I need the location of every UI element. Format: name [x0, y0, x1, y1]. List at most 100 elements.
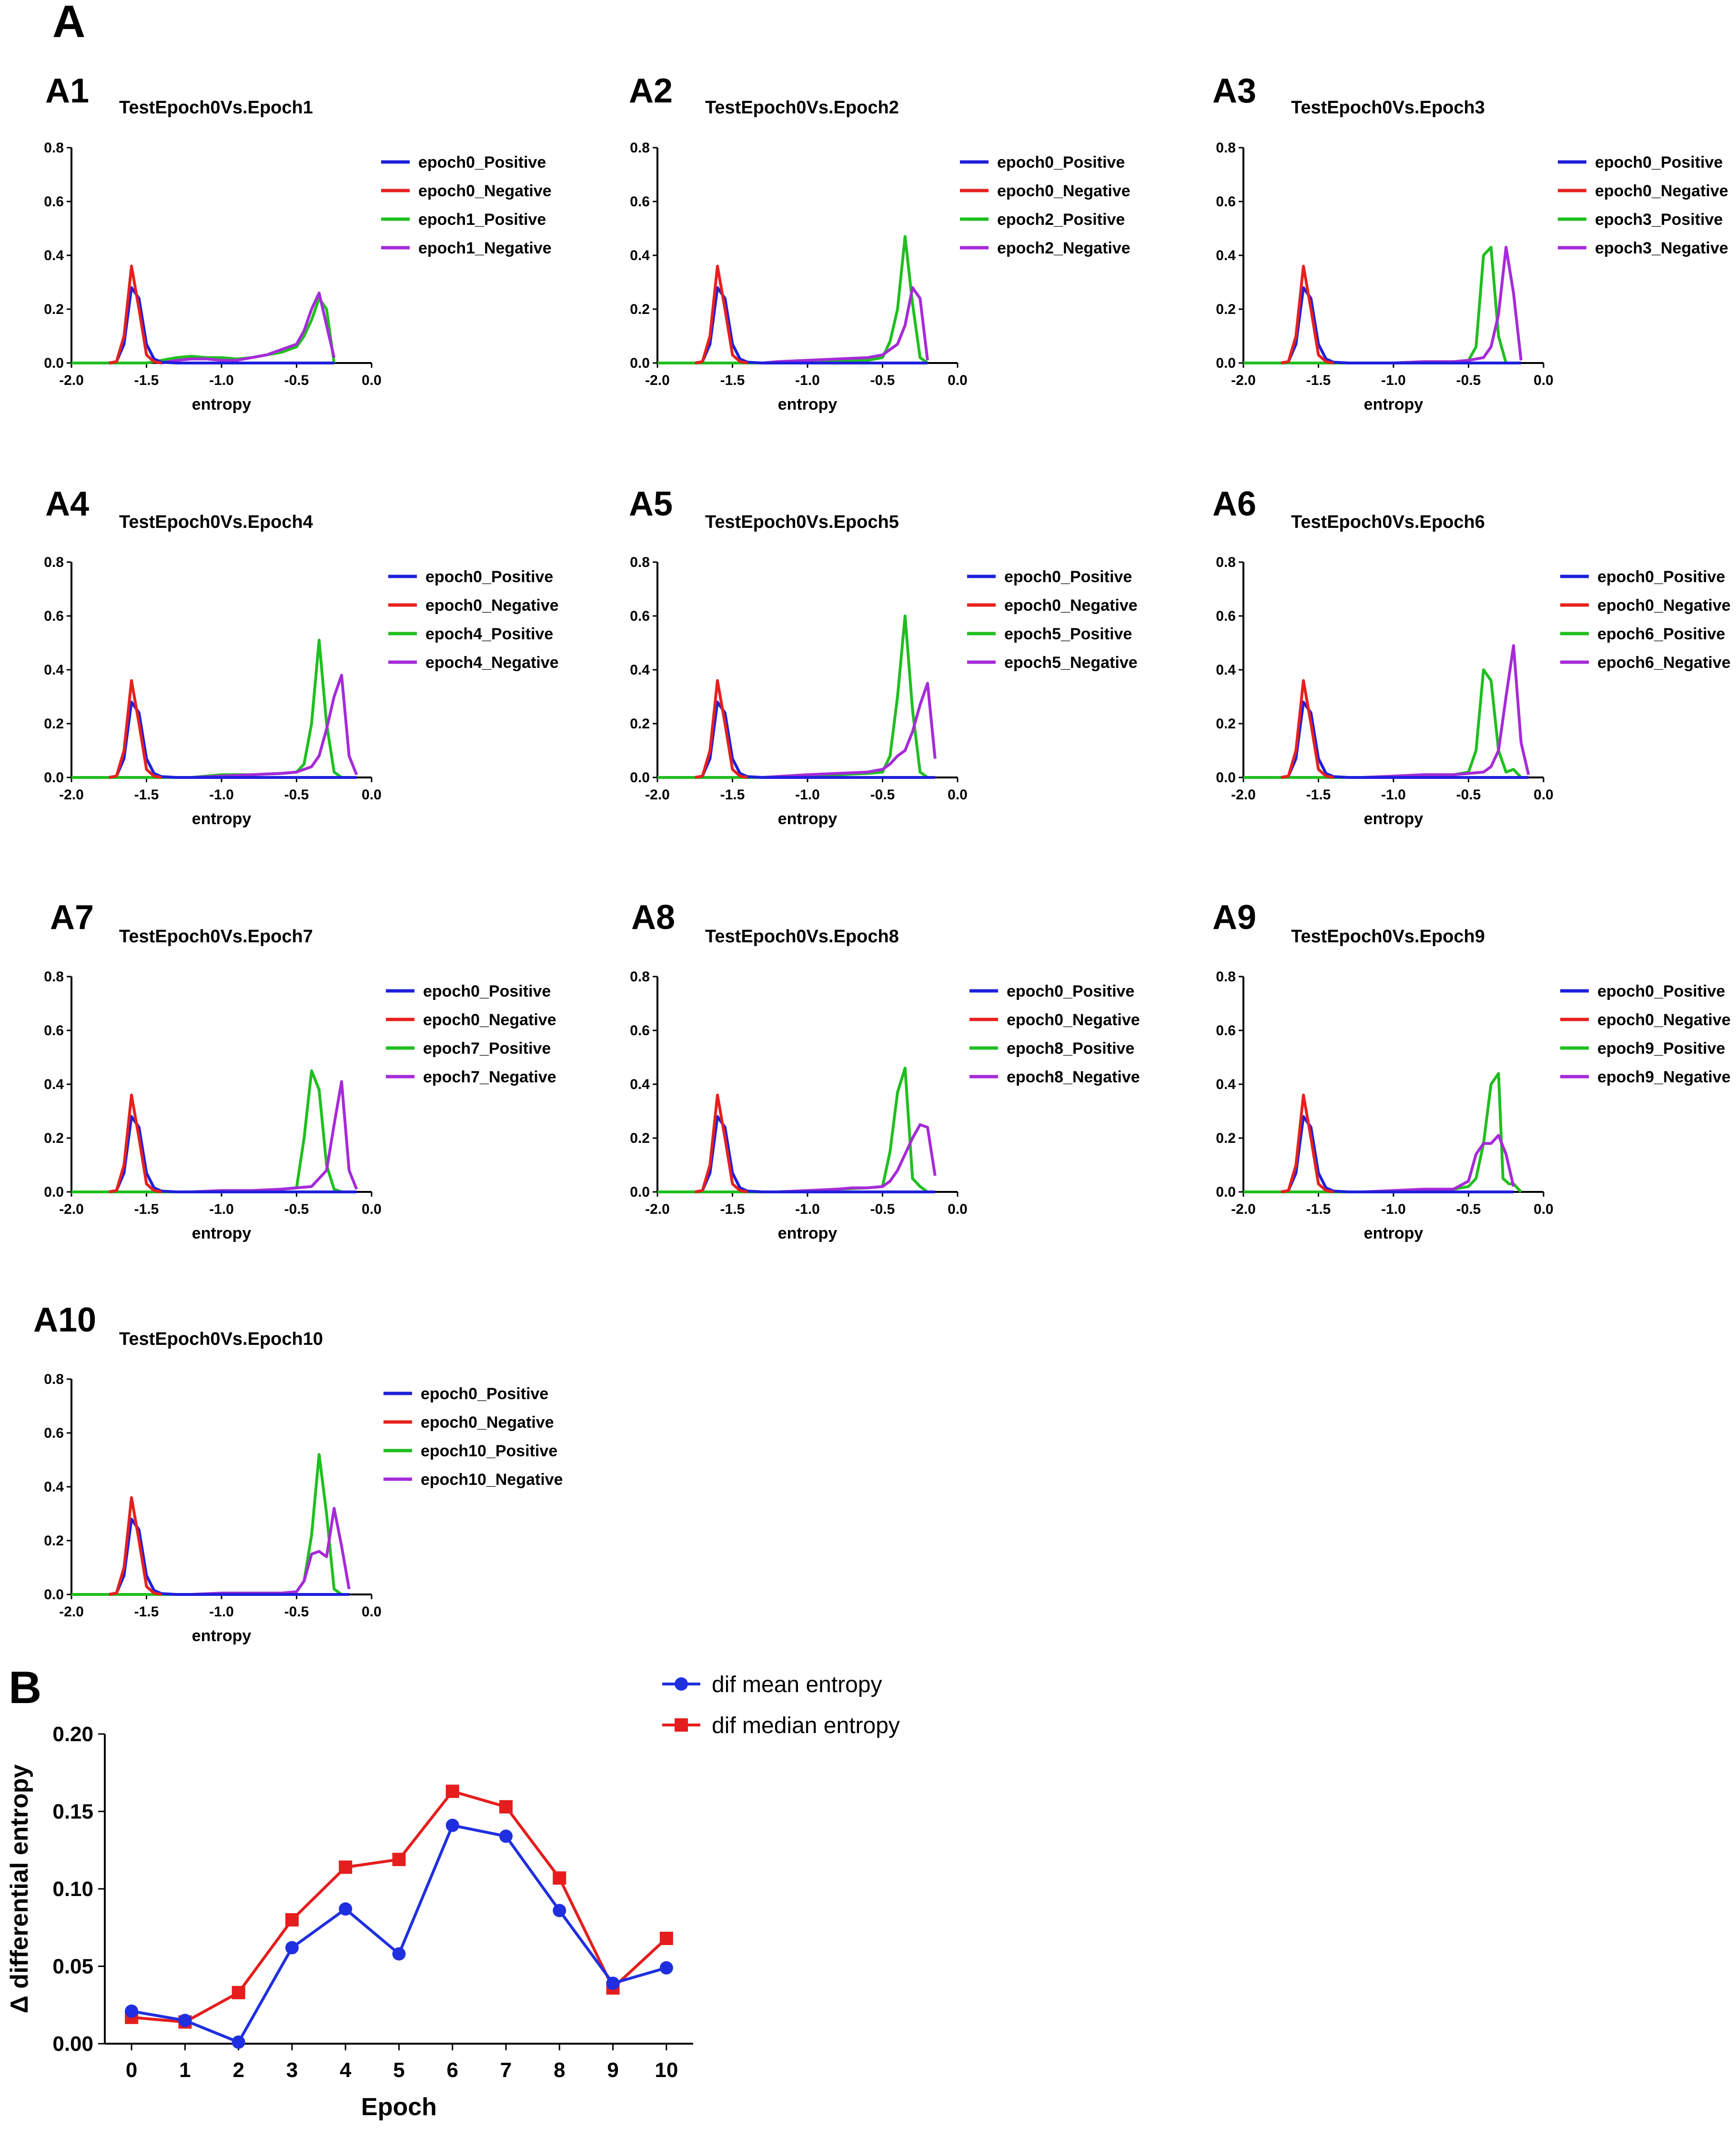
series-line-epoch3-positive: [1243, 246, 1508, 364]
y-tick-label: 0.8: [1216, 140, 1236, 156]
legend-label: epoch0_Negative: [418, 182, 552, 200]
series-line-epoch8-negative: [777, 1123, 937, 1193]
chart-a7: A7 TestEpoch0Vs.Epoch7 0.0 0.2 0.4 0.6 0.8 -2.0…: [44, 898, 556, 1242]
y-tick-label: 0.0: [1216, 355, 1236, 371]
series-line-epoch9-positive: [1243, 1072, 1522, 1193]
panel-letter-a3: A3: [1212, 72, 1256, 110]
chart-a5: A5 TestEpoch0Vs.Epoch5 0.0 0.2 0.4 0.6 0.8 -2.0…: [629, 485, 1138, 828]
legend-label: epoch0_Positive: [1007, 982, 1134, 1000]
chart-title: TestEpoch0Vs.Epoch4: [119, 512, 313, 532]
x-tick-label: -0.5: [284, 1604, 309, 1620]
x-tick-label: -1.0: [209, 1604, 234, 1620]
chart-a8: A8 TestEpoch0Vs.Epoch8 0.0 0.2 0.4 0.6 0.8 -2.0…: [630, 898, 1140, 1242]
x-tick-label: 0.0: [362, 787, 382, 803]
legend-label: epoch0_Positive: [423, 982, 551, 1000]
x-tick-label: 0.0: [362, 1201, 382, 1217]
legend-label: epoch5_Negative: [1004, 654, 1138, 672]
y-tick-label: 0.05: [52, 1955, 93, 1978]
data-point-mean: [392, 1947, 406, 1961]
legend-label: epoch4_Positive: [425, 625, 553, 643]
y-tick-label: 0.0: [630, 1184, 650, 1200]
panel-letter-a4: A4: [45, 485, 89, 523]
x-tick-label: -0.5: [870, 373, 895, 388]
x-tick-label: -1.0: [1381, 373, 1406, 388]
x-tick-label: -1.5: [1306, 1201, 1331, 1217]
y-tick-label: 0.15: [52, 1800, 93, 1824]
y-tick-label: 0.2: [630, 716, 650, 732]
legend-label: epoch3_Positive: [1595, 211, 1723, 229]
panel-letter-a2: A2: [629, 72, 673, 110]
series-line-epoch0-negative: [109, 1496, 162, 1596]
x-tick-label: 0.0: [1534, 1201, 1554, 1217]
x-tick-label: -1.5: [1306, 787, 1331, 803]
chart-title: TestEpoch0Vs.Epoch1: [119, 98, 313, 118]
y-tick-label: 0.6: [44, 1425, 64, 1441]
x-tick-label: -2.0: [59, 1604, 84, 1620]
legend-label: epoch0_Negative: [423, 1011, 556, 1029]
legend-label: epoch8_Negative: [1007, 1068, 1140, 1086]
x-tick-label: -0.5: [284, 1201, 309, 1217]
legend-label: epoch10_Negative: [421, 1471, 563, 1489]
y-tick-label: 0.10: [52, 1877, 93, 1901]
data-point-median: [553, 1871, 566, 1885]
series-line-epoch5-negative: [762, 682, 937, 779]
x-tick-label: -2.0: [1231, 787, 1256, 803]
x-tick-label: -2.0: [59, 787, 84, 803]
x-tick-label: 7: [500, 2058, 512, 2082]
legend-label: epoch0_Positive: [418, 153, 546, 171]
legend-label: epoch0_Positive: [1597, 568, 1725, 586]
y-tick-label: 0.6: [630, 194, 650, 210]
x-tick-label: 6: [447, 2058, 458, 2082]
series-line-epoch0-negative: [695, 1093, 748, 1193]
legend-label: epoch2_Negative: [997, 239, 1130, 257]
y-tick-label: 0.8: [44, 1372, 64, 1387]
y-tick-label: 0.6: [630, 608, 650, 624]
x-tick-label: -2.0: [1231, 1201, 1256, 1217]
series-line-epoch0-negative: [1281, 1093, 1334, 1193]
legend-label: dif mean entropy: [712, 1672, 882, 1697]
panel-letter-a8: A8: [631, 898, 675, 937]
legend-label: epoch0_Negative: [997, 182, 1130, 200]
y-tick-label: 0.2: [44, 716, 64, 732]
data-point-mean: [232, 2035, 245, 2049]
y-tick-label: 0.2: [1216, 302, 1236, 317]
y-tick-label: 0.6: [1216, 608, 1236, 624]
y-tick-label: 0.8: [1216, 969, 1236, 985]
x-axis-title: entropy: [778, 395, 838, 413]
legend-label: epoch0_Positive: [425, 568, 553, 586]
y-tick-label: 0.00: [52, 2032, 93, 2056]
y-tick-label: 0.6: [44, 1023, 64, 1039]
legend-label: epoch0_Negative: [1597, 1011, 1731, 1029]
series-line-epoch0-negative: [109, 264, 162, 364]
x-tick-label: -1.0: [795, 373, 820, 388]
series-line-epoch6-positive: [1243, 668, 1522, 779]
legend-label: epoch0_Positive: [421, 1385, 548, 1403]
series-line-epoch0-negative: [695, 679, 748, 779]
x-tick-label: 0.0: [948, 787, 968, 803]
legend-label: epoch0_Positive: [1004, 568, 1132, 586]
y-tick-label: 0.4: [44, 1077, 64, 1092]
legend-label: epoch0_Negative: [421, 1413, 554, 1432]
x-axis-title: entropy: [1364, 395, 1423, 413]
legend-label: epoch0_Positive: [1595, 153, 1723, 171]
y-tick-label: 0.0: [44, 1184, 64, 1200]
y-tick-label: 0.6: [1216, 194, 1236, 210]
y-tick-label: 0.20: [52, 1723, 93, 1746]
x-tick-label: -1.5: [134, 1201, 159, 1217]
legend-label: epoch6_Positive: [1597, 625, 1725, 643]
series-line-epoch0-negative: [109, 1093, 162, 1193]
y-tick-label: 0.6: [1216, 1023, 1236, 1039]
y-tick-label: 0.8: [630, 969, 650, 985]
x-tick-label: -1.5: [720, 1201, 745, 1217]
chart-b: 0.00 0.05 0.10 0.15 0.20 0 1 2 3 4 5 6 7 8 9 10 Epoch Δ d…: [6, 1672, 900, 2121]
chart-title: TestEpoch0Vs.Epoch2: [705, 98, 899, 118]
panel-letter-a10: A10: [33, 1301, 96, 1339]
x-tick-label: -2.0: [645, 1201, 670, 1217]
series-line-epoch0-negative: [109, 679, 162, 779]
x-tick-label: 9: [607, 2058, 618, 2082]
chart-a1: A1 TestEpoch0Vs.Epoch1 0.0 0.2 0.4 0.6 0.8 -2.0…: [44, 72, 551, 413]
y-tick-label: 0.2: [44, 1533, 64, 1549]
x-tick-label: -1.0: [1381, 787, 1406, 803]
x-tick-label: -1.0: [795, 787, 820, 803]
